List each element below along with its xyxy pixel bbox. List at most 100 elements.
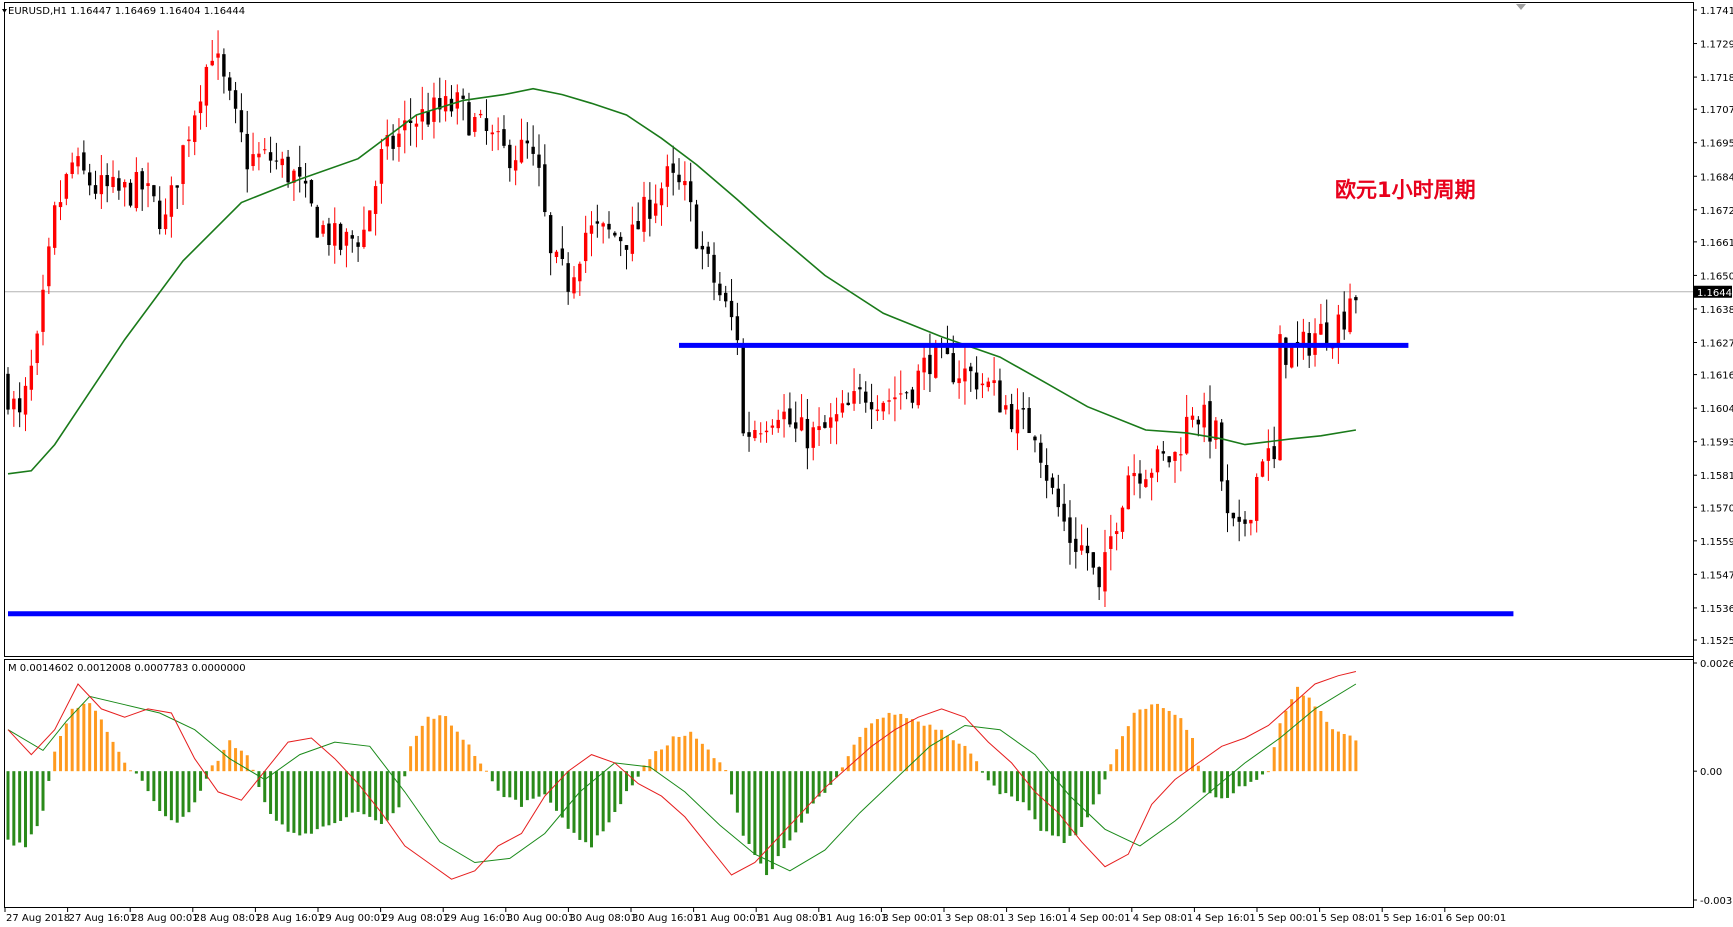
candle[interactable] <box>111 160 115 193</box>
candle[interactable] <box>1085 527 1090 571</box>
candle[interactable] <box>1039 434 1043 479</box>
candle[interactable] <box>992 357 996 396</box>
main-panel[interactable] <box>5 30 1693 617</box>
candle[interactable] <box>829 403 833 444</box>
candle[interactable] <box>811 421 815 461</box>
candle[interactable] <box>461 88 465 121</box>
candle[interactable] <box>333 207 337 264</box>
candle[interactable] <box>76 147 80 175</box>
candle[interactable] <box>782 394 786 438</box>
candle[interactable] <box>1144 469 1148 488</box>
candle[interactable] <box>1021 392 1025 430</box>
candle[interactable] <box>158 186 162 235</box>
candle[interactable] <box>52 201 57 255</box>
candle[interactable] <box>986 377 990 392</box>
candle[interactable] <box>286 149 290 188</box>
candle[interactable] <box>87 163 92 196</box>
candle[interactable] <box>338 222 343 256</box>
candle[interactable] <box>741 338 745 437</box>
candle[interactable] <box>823 415 827 429</box>
candle[interactable] <box>1266 429 1271 481</box>
candle[interactable] <box>712 242 716 301</box>
candle[interactable] <box>1074 517 1078 569</box>
candle[interactable] <box>6 367 10 415</box>
candle[interactable] <box>969 362 973 392</box>
candle[interactable] <box>99 155 104 209</box>
candle[interactable] <box>601 221 605 244</box>
candle[interactable] <box>123 179 127 207</box>
candle[interactable] <box>706 241 710 267</box>
candle[interactable] <box>764 421 769 443</box>
candle[interactable] <box>1155 445 1160 483</box>
candle[interactable] <box>887 388 891 415</box>
candle[interactable] <box>379 138 384 204</box>
candle[interactable] <box>426 92 430 127</box>
candle[interactable] <box>1161 441 1166 461</box>
candle[interactable] <box>181 144 185 205</box>
candle[interactable] <box>58 180 63 221</box>
candle[interactable] <box>1237 499 1241 542</box>
candle[interactable] <box>1097 566 1101 601</box>
candle[interactable] <box>1254 473 1259 533</box>
candle[interactable] <box>904 391 909 400</box>
candle[interactable] <box>834 397 839 445</box>
candle[interactable] <box>1278 325 1282 461</box>
candle[interactable] <box>93 170 98 200</box>
candle[interactable] <box>595 204 600 238</box>
candle[interactable] <box>198 85 203 130</box>
candle[interactable] <box>916 364 920 409</box>
candle[interactable] <box>718 272 722 301</box>
candle[interactable] <box>64 172 69 206</box>
candle[interactable] <box>245 110 249 193</box>
candle[interactable] <box>1114 522 1119 551</box>
candle[interactable] <box>963 346 967 405</box>
candle[interactable] <box>1027 397 1031 434</box>
candle[interactable] <box>922 343 926 391</box>
candle[interactable] <box>356 235 360 262</box>
candle[interactable] <box>613 231 617 238</box>
candle[interactable] <box>688 162 693 222</box>
candle[interactable] <box>799 394 804 432</box>
candle[interactable] <box>274 142 279 170</box>
candle[interactable] <box>589 211 594 257</box>
candle[interactable] <box>560 226 565 266</box>
candle[interactable] <box>671 145 675 196</box>
candle[interactable] <box>846 392 850 406</box>
candle[interactable] <box>222 48 226 94</box>
candle[interactable] <box>910 386 915 409</box>
candle[interactable] <box>618 232 623 257</box>
candle[interactable] <box>572 266 576 299</box>
chart-shift-marker[interactable] <box>1516 4 1526 10</box>
candle[interactable] <box>1342 291 1346 340</box>
candle[interactable] <box>496 117 500 151</box>
candle[interactable] <box>228 71 232 101</box>
candle[interactable] <box>210 40 214 67</box>
candle[interactable] <box>1056 474 1060 517</box>
candle[interactable] <box>350 230 354 253</box>
candle[interactable] <box>747 411 751 452</box>
candle[interactable] <box>1068 500 1072 565</box>
candle[interactable] <box>1336 304 1341 364</box>
candle[interactable] <box>1173 451 1177 483</box>
candle[interactable] <box>47 237 51 295</box>
candle[interactable] <box>858 373 862 404</box>
candle[interactable] <box>438 77 442 123</box>
candle[interactable] <box>1354 295 1358 314</box>
candle[interactable] <box>117 170 121 200</box>
candle[interactable] <box>957 360 961 399</box>
candle[interactable] <box>1004 395 1008 415</box>
candle[interactable] <box>414 115 419 148</box>
candle[interactable] <box>1219 418 1224 491</box>
candle[interactable] <box>817 407 821 446</box>
candle[interactable] <box>373 180 378 236</box>
candle[interactable] <box>945 325 950 355</box>
candle[interactable] <box>397 118 401 162</box>
candle[interactable] <box>23 377 28 432</box>
candle[interactable] <box>251 132 255 171</box>
candle[interactable] <box>140 167 144 211</box>
candle[interactable] <box>449 85 454 117</box>
candle[interactable] <box>998 368 1002 413</box>
candle[interactable] <box>513 145 518 186</box>
candle[interactable] <box>1202 392 1206 443</box>
candle[interactable] <box>268 136 273 173</box>
